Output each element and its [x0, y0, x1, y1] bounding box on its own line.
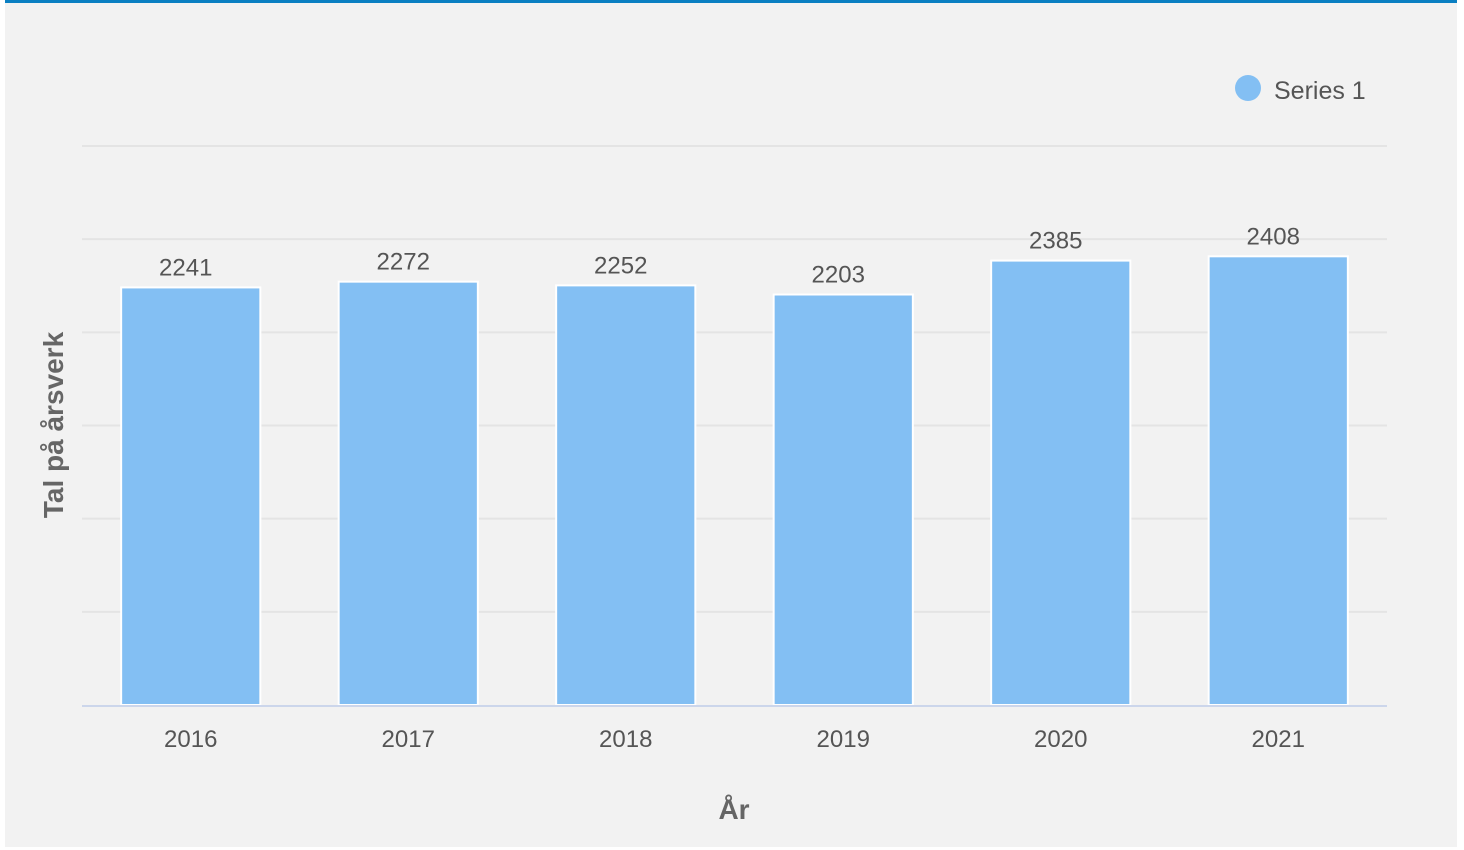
- data-label-2018: 2252: [594, 252, 647, 279]
- bar-2017[interactable]: [337, 280, 479, 706]
- x-axis-ticks: 2016 2017 2018 2019 2020 2021: [82, 705, 1387, 753]
- data-label-2017: 2272: [377, 249, 430, 276]
- x-tick-label-2018: 2018: [599, 726, 652, 753]
- bar-2018[interactable]: [555, 284, 697, 706]
- data-label-2016: 2241: [159, 254, 212, 281]
- bar-2021[interactable]: [1207, 255, 1349, 706]
- data-label-2021: 2408: [1247, 223, 1300, 250]
- x-tick-label-2016: 2016: [164, 726, 217, 753]
- grid-lines: [82, 145, 1387, 613]
- bar-2016[interactable]: [120, 286, 262, 706]
- x-axis-title: År: [718, 794, 749, 825]
- chart-panel: 2241 2272 2252 2203 2385 2408 2016 2017 2018 201…: [5, 0, 1457, 847]
- x-tick-label-2020: 2020: [1034, 726, 1087, 753]
- bars: [120, 255, 1349, 706]
- legend-label-series-1: Series 1: [1274, 77, 1366, 105]
- legend[interactable]: Series 1: [1235, 75, 1366, 105]
- data-label-2019: 2203: [812, 262, 865, 289]
- y-axis-title: Tal på årsverk: [38, 331, 69, 518]
- bar-2019[interactable]: [772, 293, 914, 706]
- x-tick-label-2017: 2017: [382, 726, 435, 753]
- x-tick-label-2021: 2021: [1252, 726, 1305, 753]
- x-tick-label-2019: 2019: [817, 726, 870, 753]
- data-labels: 2241 2272 2252 2203 2385 2408: [159, 223, 1300, 288]
- legend-swatch-series-1: [1235, 75, 1261, 101]
- data-label-2020: 2385: [1029, 228, 1082, 255]
- bar-2020[interactable]: [990, 259, 1132, 706]
